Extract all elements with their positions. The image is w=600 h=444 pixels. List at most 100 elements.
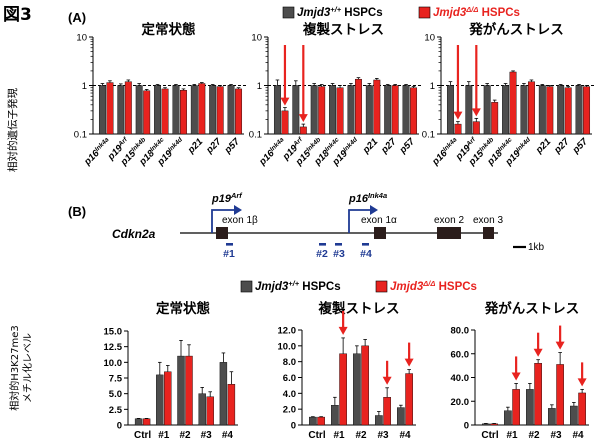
- panel-a-label: (A): [68, 10, 86, 25]
- bar-ko-1: [472, 121, 480, 135]
- x-tick-label: #2: [179, 430, 191, 441]
- bar-wt-2: [353, 353, 361, 426]
- legend-wt-label: Jmjd3+/+ HSPCs: [297, 5, 383, 20]
- chart-6: 発がんストレス 80.0 60.0 40.0 20.0 0 Ctrl #1 #2 #3 #4: [451, 300, 589, 441]
- arrow-2-1-head: [471, 108, 481, 117]
- amplicon-4-mark: [362, 243, 369, 246]
- bar-wt-1: [465, 85, 473, 135]
- bar-ko-0: [490, 423, 498, 426]
- bar-wt-4: [219, 362, 228, 426]
- arrow-2-0-head: [453, 111, 463, 120]
- bar-ko-2: [143, 90, 151, 135]
- bar-ko-6: [216, 86, 224, 135]
- y-tick-label: 2.0: [283, 405, 296, 416]
- promoter-p19-label: p19Arf: [211, 191, 243, 206]
- x-tick-label: #3: [550, 430, 562, 441]
- x-tick-label: p27: [378, 136, 399, 157]
- y-tick-label: 4.0: [283, 389, 296, 400]
- amplicon-3-mark: [335, 243, 342, 246]
- bar-wt-4: [172, 85, 180, 135]
- x-tick-label: p57: [397, 136, 418, 157]
- bar-ko-1: [339, 353, 347, 426]
- bar-ko-5: [198, 83, 206, 135]
- arrow-1-1-head: [298, 114, 308, 123]
- y-tick-label: 5.0: [109, 389, 122, 400]
- bar-ko-0: [317, 416, 325, 426]
- legend-top: Jmjd3+/+ HSPCs Jmjd3Δ/Δ HSPCs: [282, 5, 520, 20]
- x-tick-label: #3: [377, 430, 389, 441]
- bar-ko-1: [124, 81, 132, 135]
- chart-1-title: 定常状態: [142, 21, 196, 38]
- chart-6-title: 発がんストレス: [484, 300, 580, 317]
- arrow-4-3-head: [382, 376, 392, 385]
- bar-wt-2: [310, 85, 318, 135]
- exon-1b-label: exon 1β: [222, 215, 258, 226]
- bar-ko-7: [583, 86, 591, 135]
- bar-wt-0: [482, 423, 490, 426]
- y-tick-label: 80.0: [451, 326, 470, 337]
- exon-1b-box: [216, 227, 228, 239]
- bar-ko-4: [578, 392, 586, 426]
- promoter-p16-arrowhead: [370, 205, 378, 215]
- legend-wt-swatch: [282, 6, 295, 19]
- y-tick-label: 0: [291, 421, 296, 432]
- x-tick-label: Ctrl: [134, 430, 151, 441]
- bar-ko-0: [454, 123, 462, 135]
- bar-wt-7: [227, 85, 235, 135]
- bar-ko-4: [227, 384, 236, 426]
- bar-ko-0: [281, 110, 289, 135]
- bar-ko-4: [527, 81, 535, 135]
- legend-wt-label-b: Jmjd3+/+ HSPCs: [255, 279, 341, 294]
- chart-2: 複製ストレス1010.1p16Ink4ap19Arfp15Ink4bp18Ink…: [249, 21, 421, 168]
- y-tick-label: 0.1: [74, 130, 87, 141]
- bar-ko-2: [318, 86, 326, 135]
- bar-wt-0: [309, 416, 317, 426]
- arrow-1-0-head: [280, 97, 290, 106]
- bar-wt-4: [570, 405, 578, 426]
- bar-wt-4: [520, 85, 528, 135]
- x-tick-label: #2: [528, 430, 540, 441]
- bar-ko-6: [564, 87, 572, 135]
- bar-ko-3: [509, 71, 517, 135]
- bar-ko-4: [179, 90, 187, 135]
- bar-ko-2: [534, 363, 542, 426]
- arrow-5-3-head: [555, 341, 565, 350]
- bar-wt-3: [329, 85, 337, 135]
- bar-wt-5: [190, 85, 198, 135]
- x-tick-label: #3: [201, 430, 213, 441]
- x-tick-label: #1: [506, 430, 518, 441]
- amplicon-4-label: #4: [360, 248, 372, 260]
- bar-wt-3: [548, 408, 556, 426]
- legend-bottom: Jmjd3+/+ HSPCs Jmjd3Δ/Δ HSPCs: [240, 279, 477, 294]
- bar-ko-4: [405, 373, 413, 426]
- panel-a-ylabel: 相対的遺伝子発現: [6, 88, 19, 172]
- bar-ko-2: [185, 355, 193, 426]
- scale-bar-label: 1kb: [528, 242, 545, 253]
- chart-3-title: 発がんストレス: [468, 21, 564, 38]
- bar-wt-1: [156, 374, 164, 426]
- amplicon-1-label: #1: [223, 248, 235, 260]
- bar-wt-6: [209, 85, 217, 135]
- y-tick-label: 0: [464, 421, 469, 432]
- x-tick-label: #2: [355, 430, 367, 441]
- x-tick-label: Ctrl: [481, 430, 498, 441]
- y-tick-label: 40.0: [451, 373, 470, 384]
- gene-map: Cdkn2a exon 1β exon 1α exon 2 exon 3 p19…: [112, 191, 545, 261]
- bar-wt-1: [117, 85, 125, 135]
- bar-wt-6: [384, 85, 392, 135]
- x-tick-label: p57: [222, 136, 243, 157]
- bar-wt-4: [347, 85, 355, 135]
- chart-3: 発がんストレス1010.1p16Ink4ap19Arfp15Ink4bp18In…: [422, 21, 594, 168]
- bar-wt-3: [154, 85, 162, 135]
- arrow-5-2-head: [533, 348, 543, 357]
- x-tick-label: p27: [203, 136, 224, 157]
- legend-ko-swatch-b: [375, 280, 388, 293]
- y-tick-label: 12.5: [104, 342, 123, 353]
- chart-4-title: 定常状態: [156, 300, 210, 317]
- y-tick-label: 6.0: [283, 373, 296, 384]
- bar-wt-5: [365, 85, 373, 135]
- bar-wt-1: [504, 410, 512, 426]
- bar-wt-3: [502, 85, 510, 135]
- y-tick-label: 10: [251, 33, 262, 44]
